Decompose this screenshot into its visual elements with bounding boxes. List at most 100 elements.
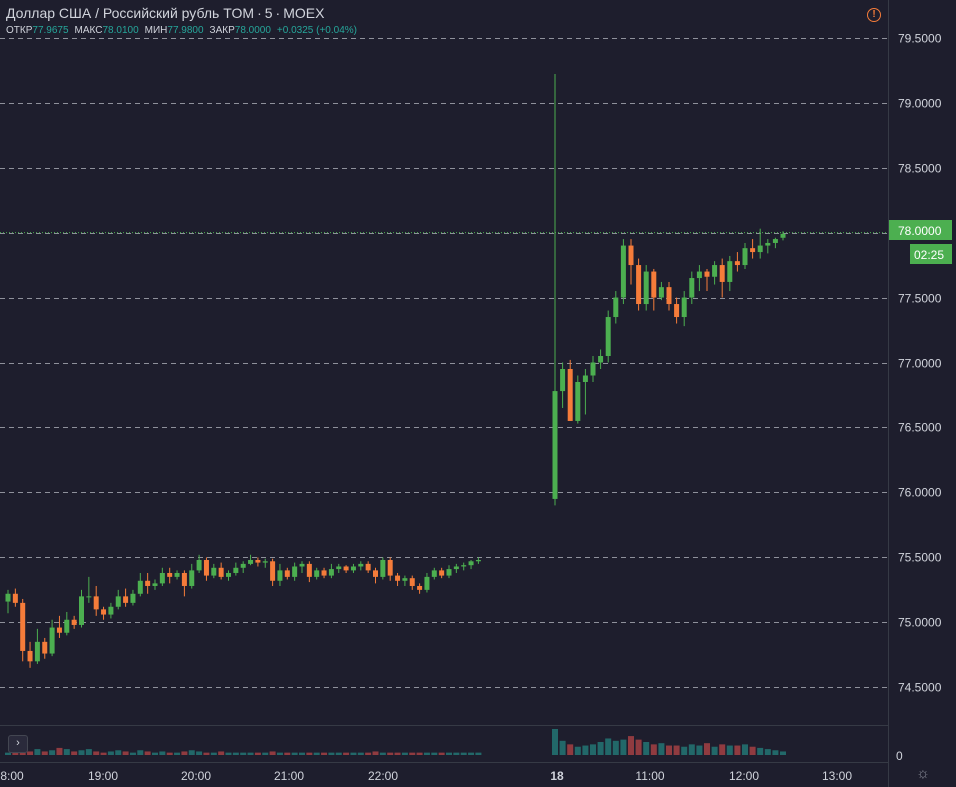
volume-bar xyxy=(291,752,298,755)
volume-bar xyxy=(401,752,408,755)
volume-bar xyxy=(394,752,401,755)
price-tick-label: 78.5000 xyxy=(898,162,942,176)
candlestick-series xyxy=(5,74,786,668)
candle-body xyxy=(328,569,334,576)
volume-bar xyxy=(658,743,665,755)
volume-bar xyxy=(240,752,247,755)
candle-body xyxy=(727,261,733,282)
volume-bar xyxy=(372,751,379,755)
candle-body xyxy=(582,375,588,382)
volume-bar xyxy=(107,751,114,755)
volume-bar xyxy=(438,752,445,755)
volume-bar xyxy=(5,752,11,755)
volume-bar xyxy=(726,745,733,755)
volume-bar xyxy=(321,752,328,755)
candle-body xyxy=(598,356,604,363)
open-label: ОТКР xyxy=(6,25,33,36)
volume-bar xyxy=(254,752,261,755)
candle-body xyxy=(152,583,158,586)
candle-body xyxy=(605,317,611,357)
candle-body xyxy=(380,559,386,577)
time-tick-label: 19:00 xyxy=(88,769,118,783)
candle-body xyxy=(475,559,481,562)
candle-body xyxy=(636,265,642,305)
candle-body xyxy=(299,563,305,567)
time-axis[interactable]: 8:00 19:00 20:00 21:00 22:00 18 11:00 12:00 13:0… xyxy=(0,769,852,783)
candle-body xyxy=(704,271,710,277)
time-tick-label: 8:00 xyxy=(0,769,24,783)
candle-body xyxy=(424,576,430,590)
volume-bar xyxy=(269,751,276,755)
warning-icon[interactable]: ! xyxy=(867,8,881,22)
candle-body xyxy=(270,561,276,581)
volume-bar xyxy=(115,750,122,755)
volume-bar xyxy=(574,746,581,755)
last-price-badge-bg xyxy=(889,220,952,240)
open-value: 77.9675 xyxy=(32,25,69,36)
volume-bar xyxy=(590,744,596,755)
volume-bar xyxy=(734,745,741,755)
ohlc-values: ОТКР77.9675 МАКС78.0100 МИН77.9800 ЗАКР78.0… xyxy=(6,25,357,36)
volume-bar xyxy=(63,749,70,755)
volume-bar xyxy=(284,752,291,755)
candle-body xyxy=(277,570,283,581)
candle-body xyxy=(575,381,581,421)
volume-bar xyxy=(218,751,225,755)
volume-bar xyxy=(122,751,129,755)
time-tick-label: 12:00 xyxy=(729,769,759,783)
candle-body xyxy=(240,563,246,568)
volume-bar xyxy=(423,752,430,755)
volume-bar xyxy=(306,752,313,755)
candle-body xyxy=(321,570,327,576)
candle-body xyxy=(167,572,173,577)
volume-bar xyxy=(772,750,779,755)
candle-body xyxy=(689,278,695,298)
price-tick-label: 77.0000 xyxy=(898,357,942,371)
volume-bar xyxy=(357,752,364,755)
volume-bar xyxy=(719,744,726,755)
volume-bar xyxy=(93,751,100,755)
volume-bar xyxy=(628,736,634,755)
volume-bar xyxy=(431,752,438,755)
volume-bar xyxy=(12,751,19,755)
volume-bar xyxy=(343,752,350,755)
volume-bar xyxy=(704,743,710,755)
volume-bar xyxy=(166,752,173,755)
volume-bar xyxy=(673,745,680,755)
last-price-value: 78.0000 xyxy=(898,224,942,238)
volume-bar xyxy=(299,752,305,755)
price-tick-label: 76.5000 xyxy=(898,421,942,435)
candle-body xyxy=(387,559,393,576)
candle-body xyxy=(350,566,356,571)
candle-body xyxy=(93,596,99,610)
candle-body xyxy=(446,569,452,576)
candle-body xyxy=(27,650,33,662)
candle-body xyxy=(196,559,202,571)
volume-bar xyxy=(453,752,460,755)
volume-bar xyxy=(650,744,657,755)
volume-bar xyxy=(137,750,144,755)
price-tick-label: 77.5000 xyxy=(898,292,942,306)
close-value: 78.0000 xyxy=(234,25,271,36)
gear-icon[interactable]: ☼ xyxy=(916,765,930,782)
volume-bar xyxy=(19,752,26,755)
symbol-title[interactable]: Доллар США / Российский рубль TOM · 5 · MOEX xyxy=(6,5,325,21)
candle-body xyxy=(108,606,114,615)
volume-bar xyxy=(681,746,688,755)
candle-body xyxy=(757,245,763,253)
time-tick-label: 18 xyxy=(550,769,564,783)
volume-bar xyxy=(605,738,612,755)
price-axis[interactable]: 79.5000 79.0000 78.5000 78.0000 77.5000 77.00… xyxy=(898,32,942,695)
chart-legend: Доллар США / Российский рубль TOM · 5 · MOEX… xyxy=(6,5,357,36)
change-value: +0.0325 (+0.04%) xyxy=(276,25,357,36)
volume-bar xyxy=(688,744,695,755)
chevron-right-icon[interactable]: › xyxy=(8,735,28,753)
volume-bar xyxy=(711,746,718,755)
bar-countdown: 02:25 xyxy=(914,248,944,262)
volume-bar xyxy=(196,751,203,755)
price-tick-label: 75.5000 xyxy=(898,551,942,565)
candle-body xyxy=(395,575,401,581)
volume-bar xyxy=(620,739,627,755)
volume-bar xyxy=(129,752,136,755)
